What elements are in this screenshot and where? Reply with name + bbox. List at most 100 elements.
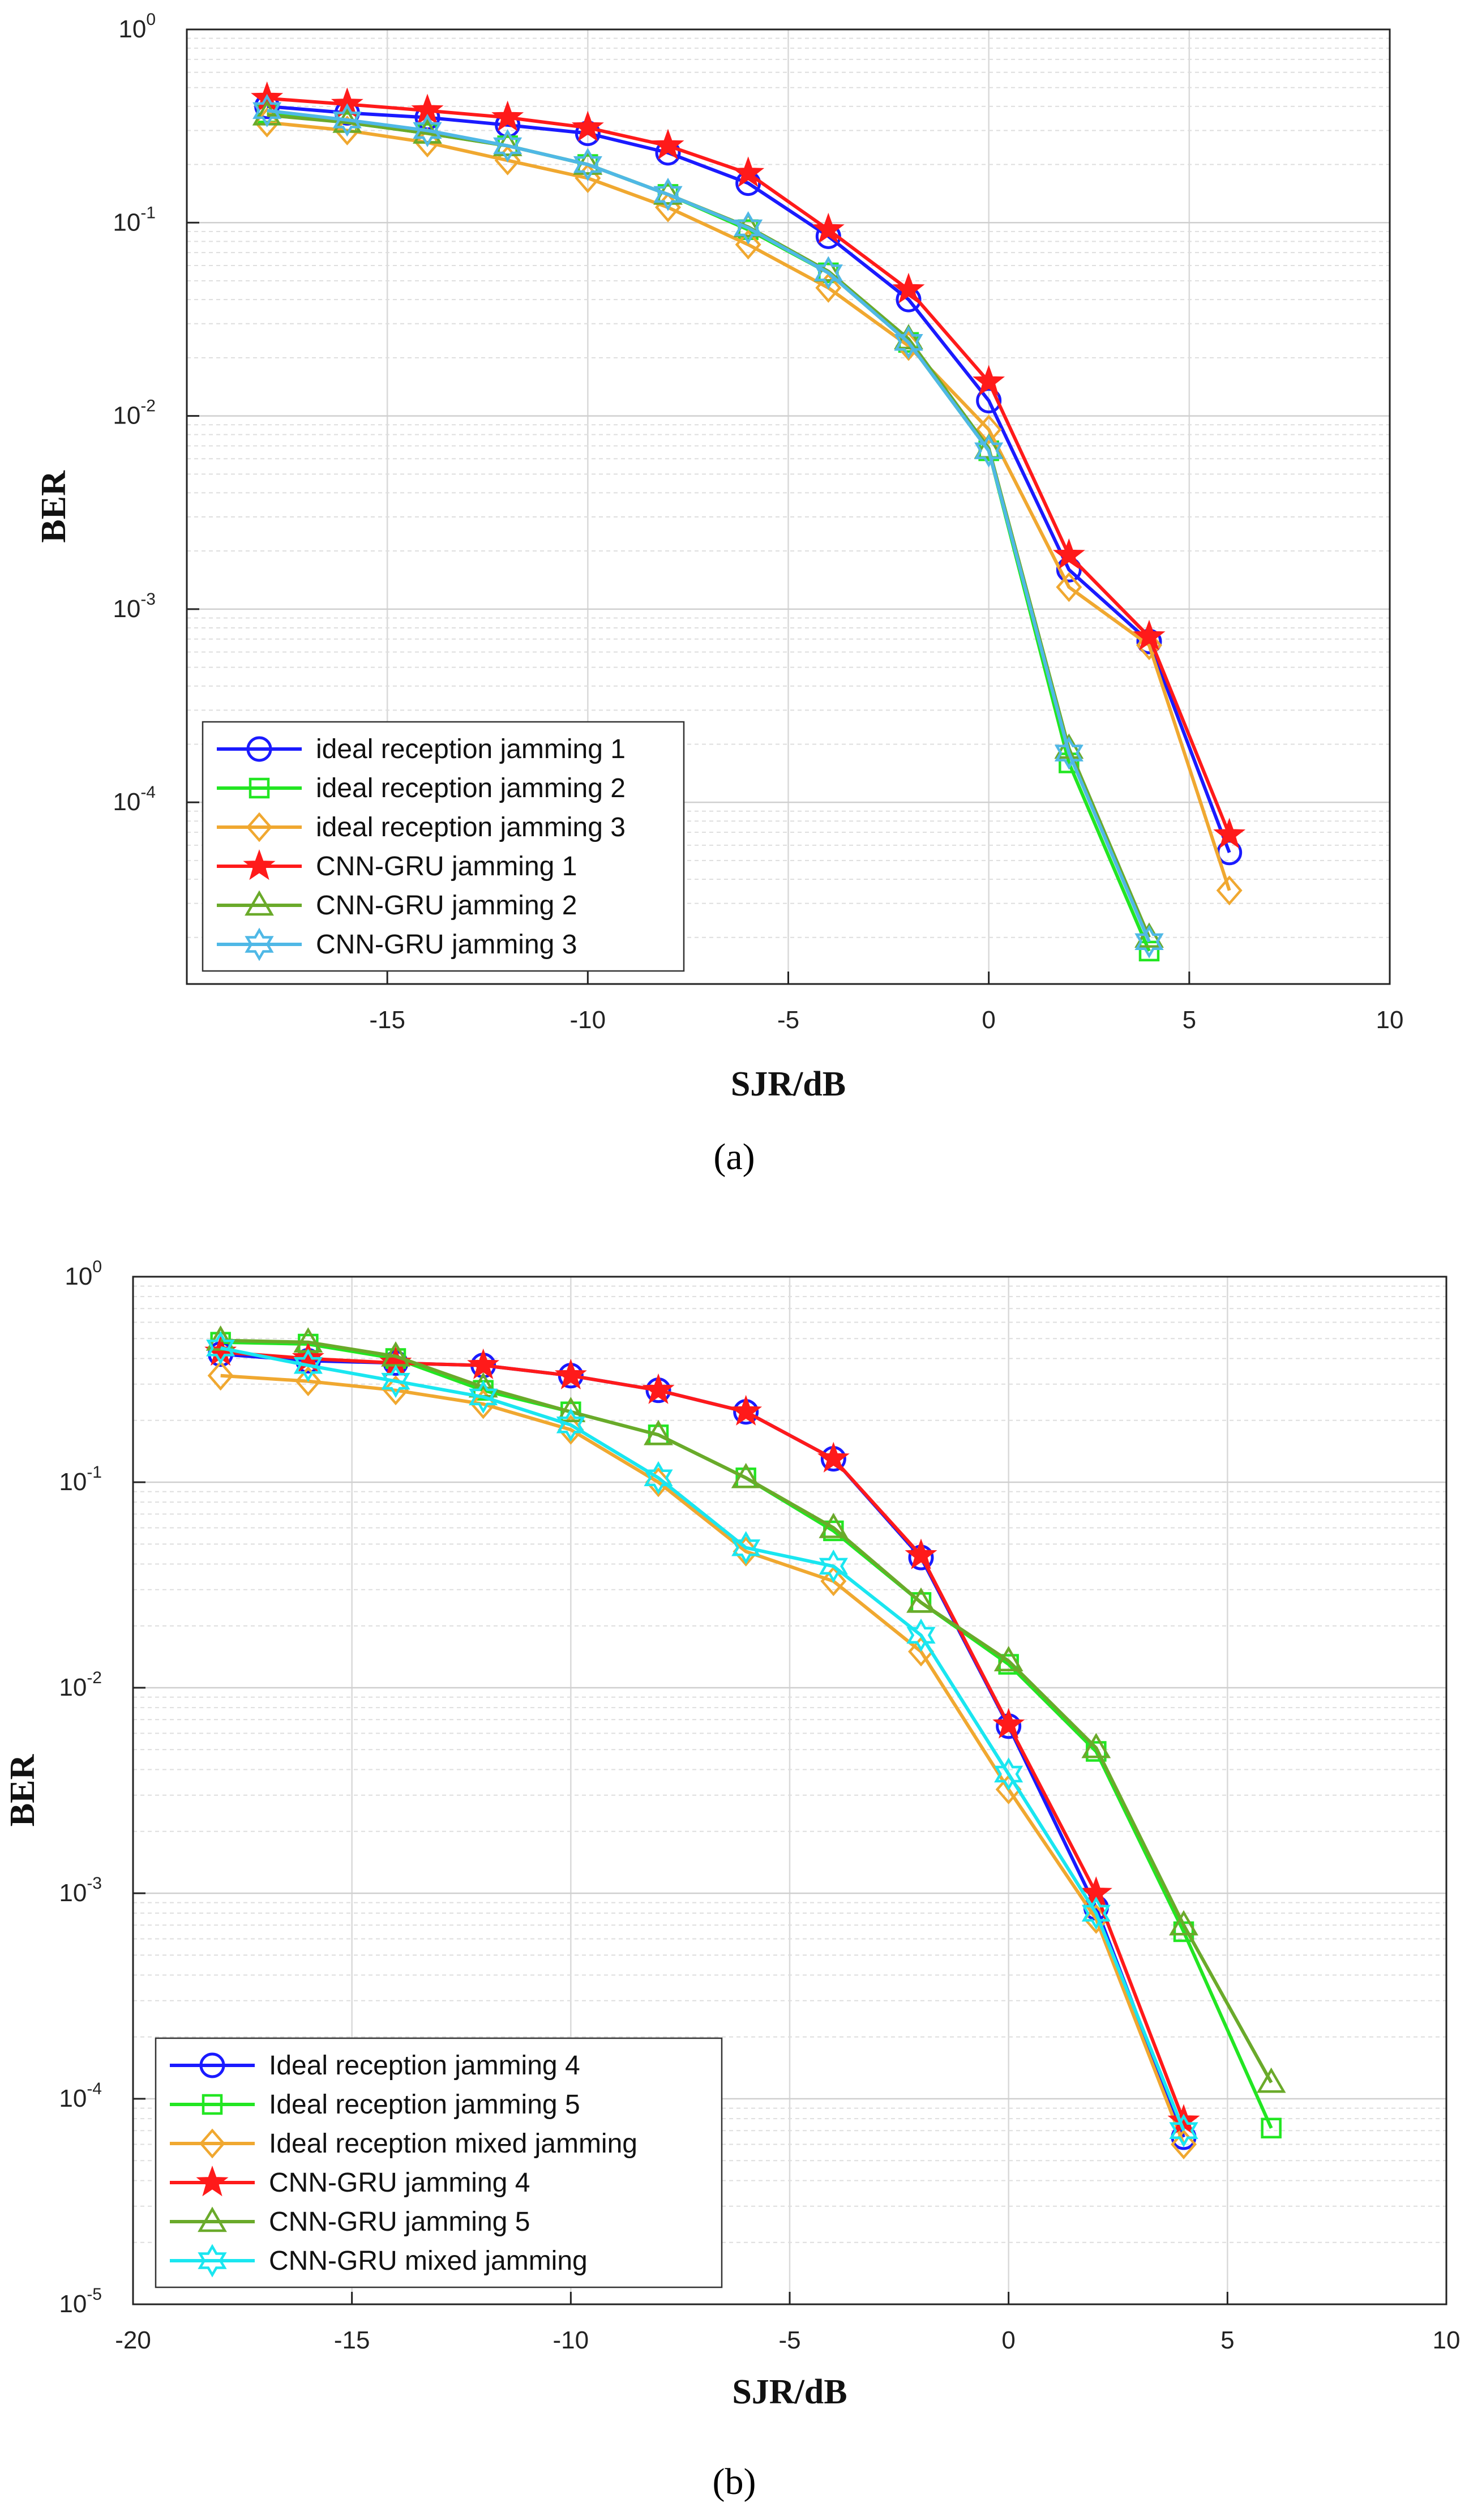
chart-a-x-tick-label: 5 — [1183, 1006, 1196, 1034]
chart-a-y-tick-label: 10-4 — [113, 783, 156, 816]
chart-b-legend-item: CNN-GRU mixed jamming — [170, 2244, 588, 2278]
chart-b-data-point — [905, 1538, 937, 1569]
chart-b-data-point — [992, 1708, 1025, 1739]
chart-b-data-point — [644, 1461, 673, 1495]
chart-b-x-tick-label: 5 — [1220, 2326, 1234, 2354]
chart-a-data-point — [1056, 572, 1082, 602]
chart-b-caption: (b) — [713, 2461, 756, 2502]
chart-b-data-point — [730, 1394, 763, 1426]
chart-a-legend-label: ideal reception jamming 1 — [316, 734, 626, 764]
chart-a-legend-marker — [246, 736, 272, 762]
chart-b-data-point — [731, 1462, 761, 1488]
chart-a-y-tick-label: 100 — [118, 10, 156, 43]
chart-a-data-point — [1133, 619, 1166, 651]
chart-b-data-point — [906, 1587, 936, 1613]
chart-a-legend-box — [202, 721, 685, 972]
chart-b-x-tick-label: -5 — [778, 2326, 800, 2354]
chart-a-data-point — [813, 256, 843, 290]
chart-b-legend-marker — [199, 2052, 225, 2078]
chart-a-x-axis-title: SJR/dB — [731, 1065, 846, 1103]
chart-b-legend-marker — [196, 2166, 229, 2197]
chart-b-data-point — [994, 1757, 1023, 1791]
chart-b-data-point — [644, 1419, 673, 1445]
chart-a-data-point — [735, 229, 761, 260]
chart-b-data-point — [642, 1373, 675, 1404]
chart-a-y-axis-title: BER — [35, 470, 73, 543]
chart-a-data-point — [892, 272, 925, 303]
chart-b-x-axis-title: SJR/dB — [732, 2373, 847, 2411]
chart-a-legend-label: ideal reception jamming 2 — [316, 773, 626, 803]
chart-a-data-point — [252, 93, 282, 127]
chart-b-legend-marker — [199, 2128, 225, 2159]
chart-a-data-point — [894, 326, 923, 360]
chart-b-data-point — [819, 1549, 848, 1583]
chart-a-x-tick-label: 10 — [1376, 1006, 1404, 1034]
chart-a-data-point — [1134, 925, 1164, 959]
chart-a-legend-item: CNN-GRU jamming 3 — [217, 927, 577, 961]
chart-a-data-point — [1138, 940, 1160, 962]
chart-b-legend-item: Ideal reception jamming 5 — [170, 2090, 580, 2120]
chart-b-data-point — [554, 1358, 587, 1390]
chart-a-series-line — [267, 109, 1151, 943]
chart-a-data-point — [974, 434, 1004, 468]
chart-b-y-tick-label: 10-5 — [59, 2285, 102, 2318]
chart-a-data-point — [652, 129, 684, 160]
chart-b-data-point — [381, 1364, 410, 1398]
chart-a-data-point — [1213, 818, 1246, 849]
chart-b-data-point — [993, 1646, 1023, 1671]
chart-b-data-point — [906, 1618, 936, 1652]
chart-a-data-point — [413, 113, 442, 148]
chart-b-data-point — [1169, 2113, 1198, 2147]
chart-a-data-point — [493, 129, 522, 163]
chart-b-x-tick-label: -20 — [115, 2326, 151, 2354]
chart-b-data-point — [383, 1375, 409, 1406]
chart-a-legend-marker — [246, 812, 272, 842]
chart-b-legend-marker — [198, 2244, 227, 2278]
chart-a-data-point — [812, 212, 845, 243]
chart-a-series-6 — [252, 93, 1164, 959]
chart-b-data-point — [206, 1331, 235, 1365]
chart-b: -20 -15 -10 -5 0 5 10 10-5 10-4 10-3 10-2 10-1 100 S… — [3, 1257, 1460, 2502]
chart-a-legend-label: ideal reception jamming 3 — [316, 812, 626, 842]
chart-a-data-point — [332, 103, 362, 137]
chart-b-data-point — [1256, 2067, 1286, 2093]
chart-b-series-line — [220, 1374, 1185, 2145]
chart-a-data-point — [573, 148, 602, 182]
chart-b-data-point — [1081, 1732, 1111, 1759]
chart-a-legend: ideal reception jamming 1 ideal reception… — [202, 721, 685, 972]
chart-b-ticks: -20 -15 -10 -5 0 5 10 10-5 10-4 10-3 10-2 10-1 100 — [59, 1257, 1460, 2354]
chart-b-data-point — [469, 1380, 498, 1414]
chart-a-data-point — [1136, 630, 1162, 661]
chart-a-legend-label: CNN-GRU jamming 2 — [316, 891, 577, 921]
chart-a-series — [251, 81, 1246, 962]
chart-a-legend-marker — [245, 890, 274, 916]
chart-b-data-point — [556, 1408, 585, 1442]
chart-a-legend-item: CNN-GRU jamming 1 — [217, 849, 577, 882]
chart-b-series-6 — [206, 1331, 1198, 2147]
chart-b-data-point — [819, 1513, 849, 1538]
chart-a-data-point — [491, 100, 524, 131]
chart-b-legend-item: Ideal reception jamming 4 — [170, 2051, 580, 2081]
chart-a-x-tick-label: -5 — [777, 1006, 799, 1034]
chart-a-data-point — [975, 414, 1002, 445]
chart-a-data-point — [1054, 736, 1083, 770]
chart-a-y-tick-label: 10-1 — [113, 203, 156, 236]
chart-b-x-tick-label: -10 — [553, 2326, 589, 2354]
chart-a-data-point — [1216, 875, 1243, 906]
chart-b-series — [204, 1325, 1286, 2159]
chart-b-data-point — [817, 1441, 850, 1473]
chart-b-x-tick-label: 0 — [1001, 2326, 1015, 2354]
chart-b-series-4 — [204, 1335, 1200, 2135]
chart-b-data-point — [556, 1397, 586, 1422]
chart-b-x-tick-label: -15 — [334, 2326, 370, 2354]
chart-b-data-point — [1171, 2129, 1197, 2159]
chart-b-data-point — [293, 1349, 323, 1383]
chart-a-data-point — [973, 365, 1005, 396]
chart-b-legend-label: Ideal reception jamming 5 — [269, 2090, 580, 2120]
chart-b-series-5 — [205, 1325, 1286, 2093]
chart-a-data-point — [732, 156, 765, 187]
chart-a-data-point — [815, 272, 842, 303]
chart-a-y-tick-label: 10-3 — [113, 590, 156, 623]
chart-a-caption: (a) — [713, 1136, 755, 1178]
